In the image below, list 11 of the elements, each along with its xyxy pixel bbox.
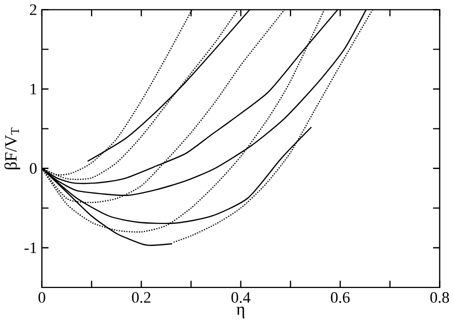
x-tick-label: 0.6 (330, 292, 350, 303)
x-tick-label: 0 (38, 292, 46, 303)
y-tick-label: -1 (24, 242, 36, 253)
y-tick-label: 0 (30, 162, 37, 174)
x-tick-label: 0.2 (132, 292, 150, 303)
y-axis-title: βF/V$_{T}$ (4, 128, 20, 170)
x-tick-label: 0.8 (430, 292, 449, 303)
x-tick-label: 0.4 (231, 292, 250, 303)
y-tick-label: 1 (30, 84, 36, 94)
x-axis-title: η (236, 306, 244, 318)
y-tick-label: 2 (30, 4, 36, 15)
